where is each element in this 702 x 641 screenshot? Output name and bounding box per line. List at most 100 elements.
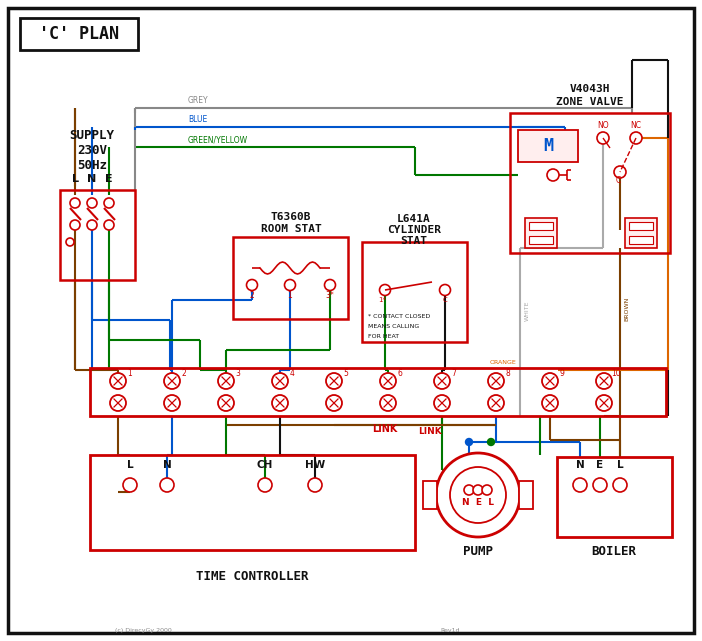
Text: STAT: STAT bbox=[401, 236, 428, 246]
Circle shape bbox=[308, 478, 322, 492]
Text: M: M bbox=[543, 137, 553, 155]
Text: N: N bbox=[87, 174, 97, 184]
Text: T6360B: T6360B bbox=[271, 212, 311, 222]
Bar bbox=[60, 190, 135, 280]
Circle shape bbox=[593, 478, 607, 492]
Text: 1*: 1* bbox=[378, 297, 386, 303]
Bar bbox=[90, 368, 666, 416]
Text: PUMP: PUMP bbox=[463, 545, 493, 558]
Circle shape bbox=[596, 395, 612, 411]
Circle shape bbox=[104, 198, 114, 208]
Text: FOR HEAT: FOR HEAT bbox=[368, 334, 399, 339]
Circle shape bbox=[450, 467, 506, 523]
Text: GREY: GREY bbox=[188, 96, 208, 105]
Bar bbox=[529, 236, 553, 244]
Text: 1: 1 bbox=[128, 369, 133, 378]
Text: GREEN/YELLOW: GREEN/YELLOW bbox=[188, 135, 248, 144]
Bar bbox=[625, 218, 657, 248]
Text: C: C bbox=[616, 176, 621, 185]
Text: L: L bbox=[72, 174, 79, 184]
Circle shape bbox=[434, 373, 450, 389]
Text: BOILER: BOILER bbox=[592, 545, 637, 558]
Bar bbox=[510, 113, 670, 253]
Bar bbox=[529, 222, 553, 230]
Circle shape bbox=[284, 279, 296, 290]
Circle shape bbox=[272, 373, 288, 389]
Text: SUPPLY: SUPPLY bbox=[69, 128, 114, 142]
Circle shape bbox=[542, 373, 558, 389]
Circle shape bbox=[482, 485, 492, 495]
Text: 7: 7 bbox=[451, 369, 456, 378]
Text: 4: 4 bbox=[289, 369, 294, 378]
Text: * CONTACT CLOSED: * CONTACT CLOSED bbox=[368, 314, 430, 319]
Circle shape bbox=[434, 395, 450, 411]
Text: 6: 6 bbox=[397, 369, 402, 378]
Text: E: E bbox=[105, 174, 113, 184]
Circle shape bbox=[218, 395, 234, 411]
Circle shape bbox=[70, 198, 80, 208]
Circle shape bbox=[164, 373, 180, 389]
Circle shape bbox=[272, 395, 288, 411]
Circle shape bbox=[110, 395, 126, 411]
Text: L641A: L641A bbox=[397, 214, 431, 224]
Circle shape bbox=[473, 485, 483, 495]
Text: NO: NO bbox=[597, 121, 609, 130]
Bar bbox=[423, 481, 437, 509]
Circle shape bbox=[70, 220, 80, 230]
Text: MEANS CALLING: MEANS CALLING bbox=[368, 324, 419, 329]
Bar bbox=[362, 242, 467, 342]
Circle shape bbox=[123, 478, 137, 492]
Circle shape bbox=[160, 478, 174, 492]
Text: 230V: 230V bbox=[77, 144, 107, 156]
Text: BROWN: BROWN bbox=[624, 297, 629, 321]
Text: Rev1d: Rev1d bbox=[440, 628, 460, 633]
Text: NC: NC bbox=[630, 121, 641, 130]
Text: 2: 2 bbox=[250, 291, 254, 300]
Circle shape bbox=[218, 373, 234, 389]
Text: L: L bbox=[616, 460, 623, 470]
Circle shape bbox=[613, 478, 627, 492]
Text: 50Hz: 50Hz bbox=[77, 158, 107, 172]
Text: 'C' PLAN: 'C' PLAN bbox=[39, 25, 119, 43]
Circle shape bbox=[87, 220, 97, 230]
Circle shape bbox=[380, 395, 396, 411]
Text: BLUE: BLUE bbox=[188, 115, 207, 124]
Circle shape bbox=[258, 478, 272, 492]
Circle shape bbox=[630, 132, 642, 144]
Text: 9: 9 bbox=[559, 369, 564, 378]
Circle shape bbox=[542, 395, 558, 411]
Text: 10: 10 bbox=[611, 369, 621, 378]
Text: 3*: 3* bbox=[326, 291, 334, 300]
Text: CYLINDER: CYLINDER bbox=[387, 225, 441, 235]
Circle shape bbox=[380, 285, 390, 296]
Text: N: N bbox=[576, 460, 584, 470]
Circle shape bbox=[87, 198, 97, 208]
Circle shape bbox=[596, 373, 612, 389]
Text: WHITE: WHITE bbox=[525, 301, 530, 321]
Circle shape bbox=[104, 220, 114, 230]
Text: 2: 2 bbox=[182, 369, 186, 378]
Circle shape bbox=[439, 285, 451, 296]
Circle shape bbox=[164, 395, 180, 411]
Circle shape bbox=[324, 279, 336, 290]
Text: ORANGE: ORANGE bbox=[490, 360, 517, 365]
Circle shape bbox=[547, 169, 559, 181]
Circle shape bbox=[488, 373, 504, 389]
Circle shape bbox=[326, 395, 342, 411]
Circle shape bbox=[246, 279, 258, 290]
Text: ZONE VALVE: ZONE VALVE bbox=[556, 97, 624, 107]
Text: E: E bbox=[597, 460, 604, 470]
Circle shape bbox=[66, 238, 74, 246]
Text: CH: CH bbox=[257, 460, 273, 470]
Text: V4043H: V4043H bbox=[570, 84, 610, 94]
Text: N  E  L: N E L bbox=[462, 498, 494, 507]
Bar bbox=[557, 457, 672, 537]
Circle shape bbox=[597, 132, 609, 144]
Text: 1: 1 bbox=[288, 291, 292, 300]
Circle shape bbox=[487, 438, 494, 445]
Text: ROOM STAT: ROOM STAT bbox=[260, 224, 322, 234]
Bar bbox=[518, 130, 578, 162]
Bar bbox=[525, 218, 557, 248]
Bar bbox=[233, 237, 348, 319]
Text: N: N bbox=[163, 460, 171, 470]
